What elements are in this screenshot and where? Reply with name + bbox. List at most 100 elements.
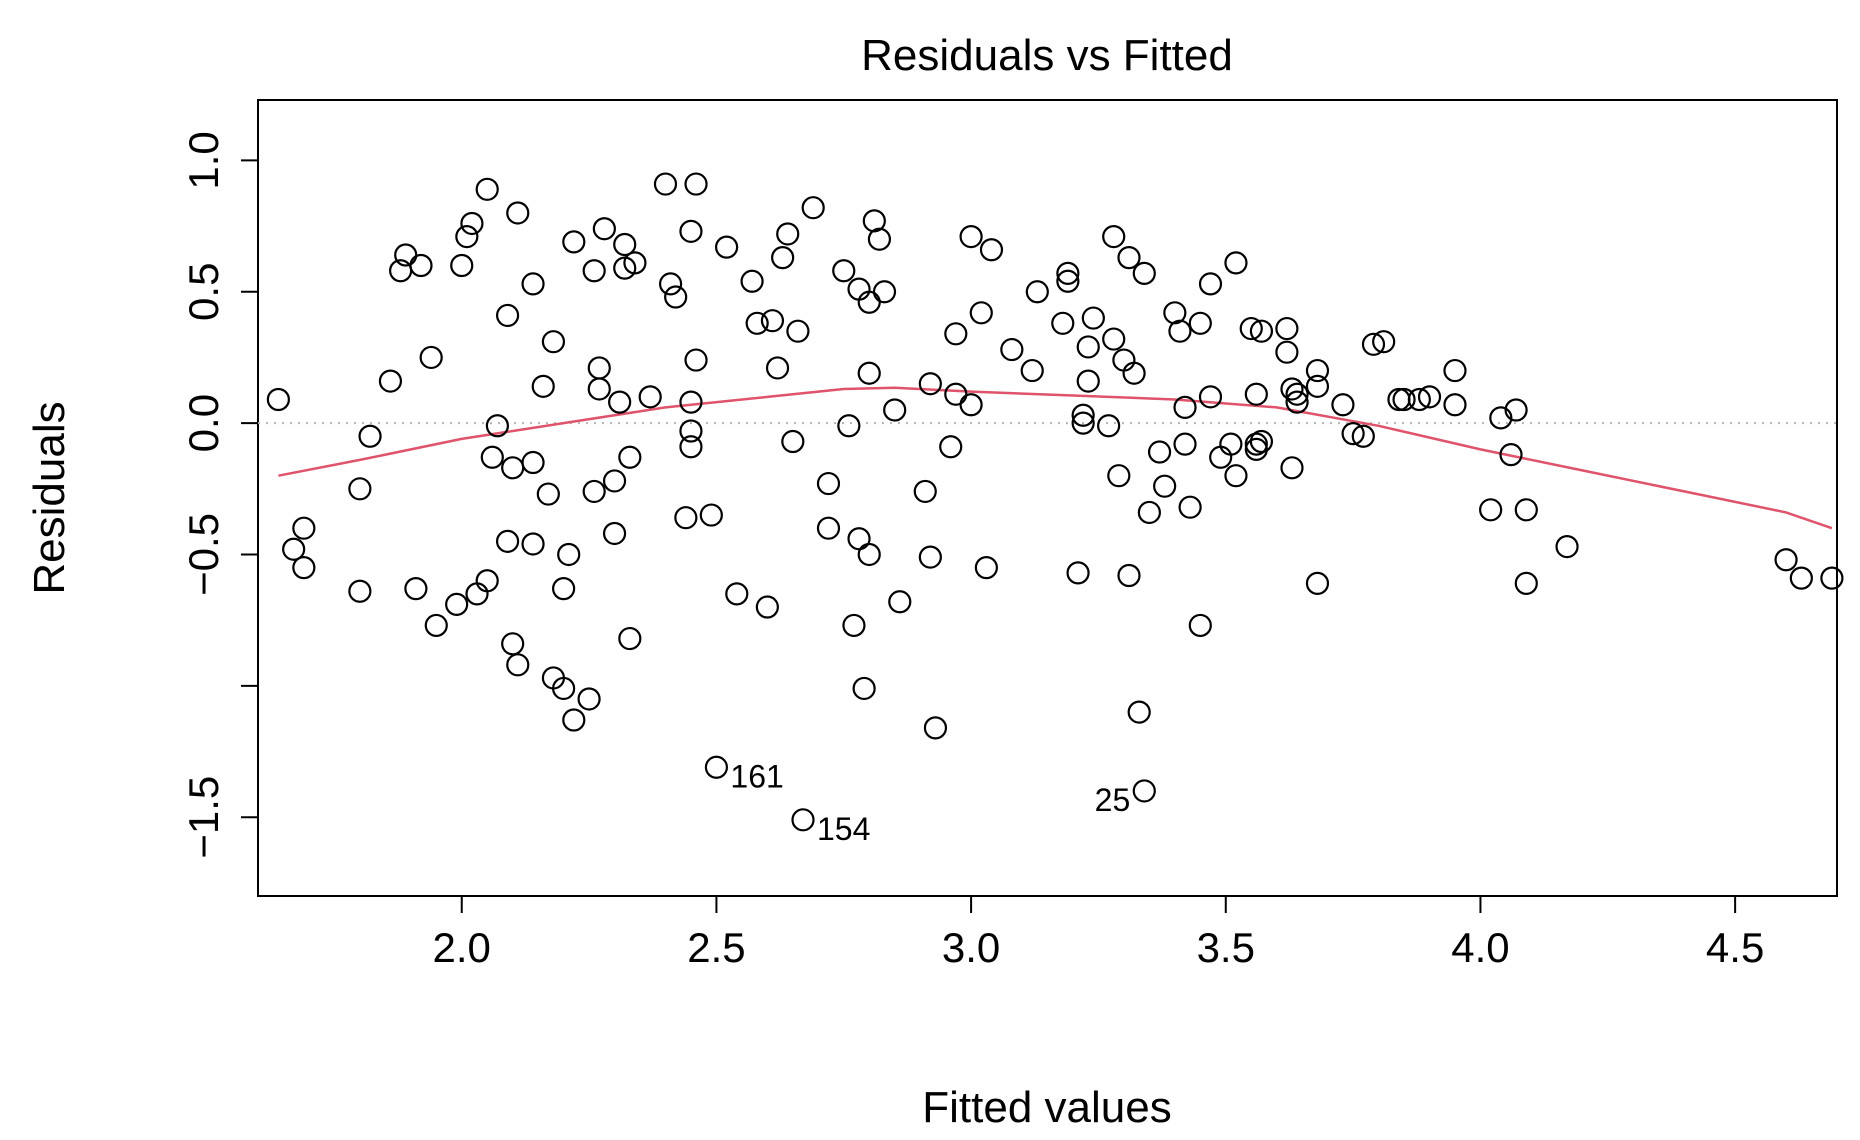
data-point (1789, 566, 1813, 590)
data-point (674, 506, 698, 530)
data-point (378, 369, 403, 393)
data-point (1112, 348, 1136, 372)
data-point (475, 569, 499, 593)
data-point (1168, 319, 1192, 343)
data-point (1122, 361, 1146, 385)
data-point (613, 232, 637, 257)
data-point (771, 246, 795, 270)
data-point (465, 582, 489, 606)
data-point (1305, 374, 1330, 398)
data-point (1820, 566, 1844, 590)
data-point (460, 211, 484, 236)
outlier-label: 161 (730, 758, 783, 794)
y-tick-label: −1.5 (180, 776, 227, 859)
data-point (867, 227, 892, 251)
data-point (1280, 456, 1304, 480)
data-point (409, 253, 433, 278)
data-point (1102, 225, 1126, 249)
data-point (679, 419, 703, 443)
data-point (760, 309, 785, 333)
data-point (1489, 406, 1513, 430)
data-point (852, 676, 876, 701)
data-point (1153, 474, 1177, 498)
data-point (1275, 316, 1299, 341)
data-point (521, 450, 545, 475)
x-tick-label: 3.5 (1197, 924, 1255, 971)
data-point (1132, 779, 1156, 803)
data-point (1305, 358, 1330, 383)
data-point (455, 225, 479, 249)
x-tick-label: 3.0 (942, 924, 1000, 971)
data-point (348, 477, 372, 501)
data-point (923, 716, 948, 740)
data-point (1076, 335, 1100, 359)
data-point (1407, 387, 1431, 412)
data-point (684, 348, 708, 372)
data-point (1285, 390, 1309, 414)
y-axis: −1.5 −0.5 0.0 0.5 1.0 (180, 131, 259, 859)
data-point (358, 424, 382, 448)
data-point (816, 471, 841, 496)
data-point (1417, 385, 1442, 409)
data-point (1479, 498, 1503, 522)
data-point (939, 435, 963, 459)
data-point (715, 235, 739, 259)
data-point (1071, 403, 1095, 427)
data-point (1117, 246, 1141, 270)
outlier-label: 25 (1095, 782, 1131, 818)
data-point (1025, 280, 1049, 304)
data-point (1020, 358, 1044, 383)
data-point (419, 345, 443, 370)
data-point (704, 755, 729, 779)
data-point (1173, 432, 1197, 456)
data-point (801, 196, 825, 220)
data-point (888, 590, 912, 614)
data-point (883, 398, 907, 422)
data-point (1198, 385, 1223, 409)
data-point (1514, 571, 1538, 595)
data-point (1173, 395, 1197, 419)
data-point (1555, 535, 1579, 559)
data-point (1163, 301, 1187, 325)
data-point (1117, 563, 1141, 588)
data-point (1198, 272, 1223, 296)
data-point (292, 516, 316, 540)
data-point (450, 253, 474, 278)
data-point (679, 435, 703, 459)
data-point (495, 303, 520, 328)
y-tick-label: −0.5 (180, 513, 227, 596)
data-point (424, 613, 448, 638)
data-point (404, 577, 428, 601)
data-point (562, 230, 586, 254)
data-point (618, 626, 642, 651)
data-point (918, 372, 942, 396)
data-point (1504, 398, 1528, 422)
x-axis: 2.0 2.5 3.0 3.5 4.0 4.5 (433, 895, 1764, 971)
data-point (1443, 358, 1467, 383)
data-point (562, 708, 586, 732)
data-point (557, 542, 581, 567)
data-point (501, 456, 525, 480)
x-axis-label: Fitted values (922, 1083, 1171, 1132)
data-point (1209, 445, 1233, 469)
data-point (485, 414, 509, 438)
data-point (501, 632, 525, 656)
data-point (638, 385, 662, 409)
data-point (684, 172, 708, 196)
data-point (944, 322, 968, 346)
data-point (1392, 387, 1416, 412)
data-point (1076, 369, 1100, 393)
data-point (536, 482, 560, 506)
data-point (1102, 327, 1126, 351)
data-point (699, 503, 723, 527)
data-point (857, 542, 881, 567)
data-point (506, 653, 530, 677)
data-point (1056, 261, 1080, 285)
y-tick-label: 0.5 (180, 263, 227, 321)
data-point (1224, 251, 1248, 275)
data-point (348, 579, 372, 603)
data-point (1081, 306, 1105, 330)
data-point (1051, 311, 1075, 335)
data-point (1244, 382, 1268, 406)
data-point (959, 225, 983, 249)
